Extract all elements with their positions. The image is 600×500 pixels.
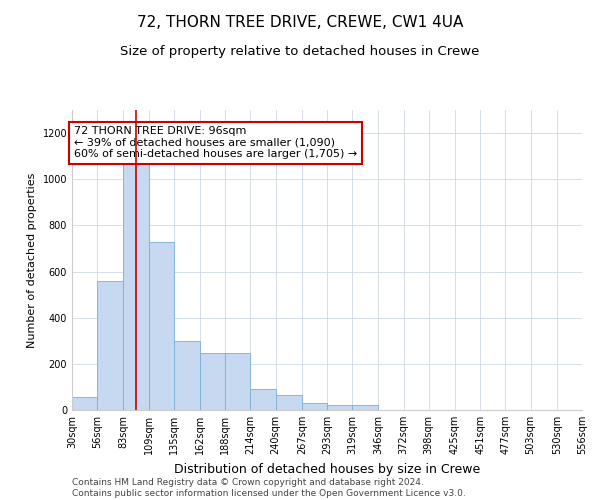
Bar (149, 242, 174, 410)
X-axis label: Distribution of detached houses by size in Crewe: Distribution of detached houses by size … (174, 462, 480, 475)
Bar (275, 395, 302, 410)
Bar (200, 354, 225, 410)
Text: 72 THORN TREE DRIVE: 96sqm
← 39% of detached houses are smaller (1,090)
60% of s: 72 THORN TREE DRIVE: 96sqm ← 39% of deta… (74, 126, 357, 160)
Text: 72, THORN TREE DRIVE, CREWE, CW1 4UA: 72, THORN TREE DRIVE, CREWE, CW1 4UA (137, 15, 463, 30)
Bar (97, 281, 124, 410)
Bar (72, 398, 97, 410)
Bar (124, 158, 149, 410)
Bar (352, 406, 379, 410)
Y-axis label: Number of detached properties: Number of detached properties (27, 172, 37, 348)
Bar (174, 341, 200, 410)
Bar (225, 354, 250, 410)
Bar (250, 389, 275, 410)
Text: Contains HM Land Registry data © Crown copyright and database right 2024.
Contai: Contains HM Land Registry data © Crown c… (72, 478, 466, 498)
Text: Size of property relative to detached houses in Crewe: Size of property relative to detached ho… (121, 45, 479, 58)
Bar (302, 403, 327, 410)
Bar (327, 406, 352, 410)
